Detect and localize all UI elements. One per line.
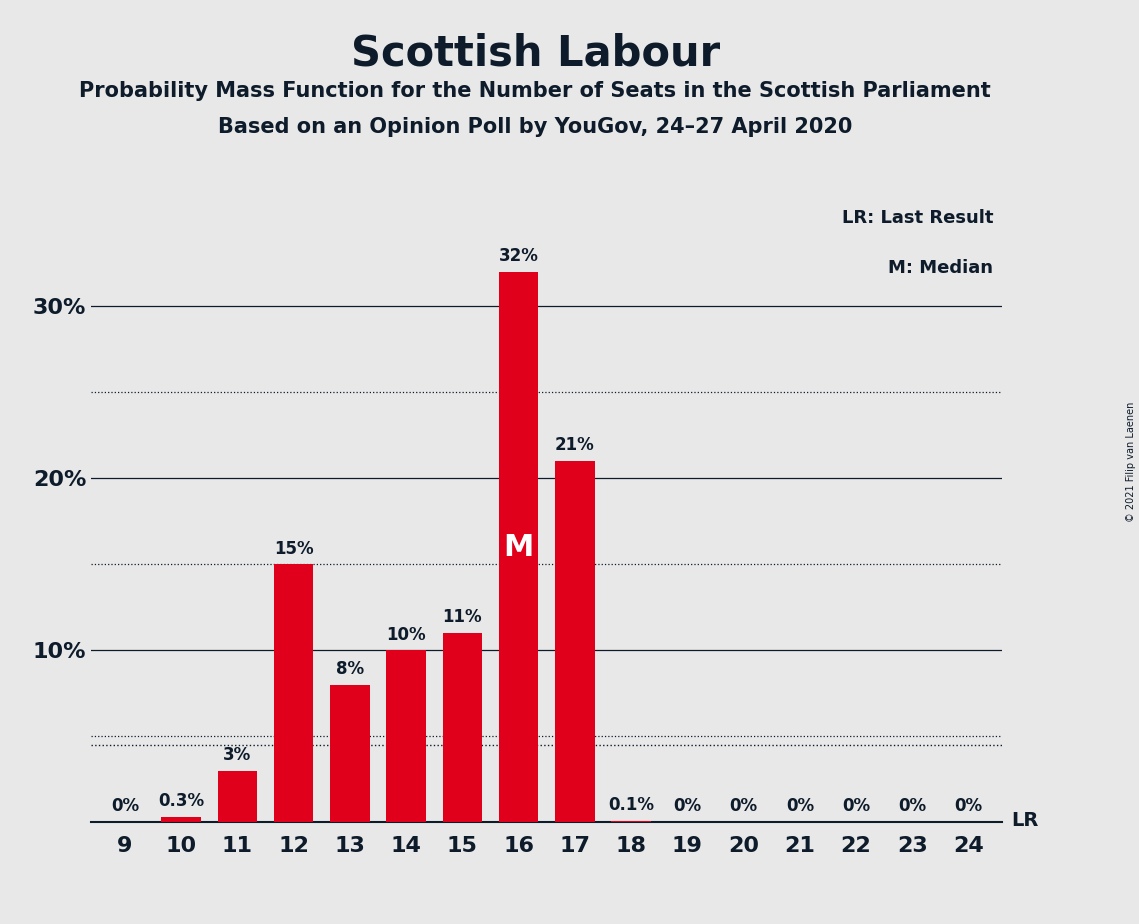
Bar: [330, 685, 369, 822]
Text: 0%: 0%: [786, 797, 814, 816]
Text: 0%: 0%: [729, 797, 757, 816]
Text: 8%: 8%: [336, 660, 364, 678]
Bar: [499, 272, 539, 822]
Text: 32%: 32%: [499, 248, 539, 265]
Text: Scottish Labour: Scottish Labour: [351, 32, 720, 74]
Text: 11%: 11%: [443, 608, 482, 626]
Text: 0.3%: 0.3%: [158, 792, 204, 810]
Text: Probability Mass Function for the Number of Seats in the Scottish Parliament: Probability Mass Function for the Number…: [80, 81, 991, 102]
Bar: [218, 771, 257, 822]
Text: LR: LR: [1011, 810, 1039, 830]
Text: 15%: 15%: [273, 540, 313, 557]
Text: © 2021 Filip van Laenen: © 2021 Filip van Laenen: [1126, 402, 1136, 522]
Text: 0%: 0%: [899, 797, 926, 816]
Text: 21%: 21%: [555, 436, 595, 455]
Text: 0%: 0%: [673, 797, 702, 816]
Bar: [443, 633, 482, 822]
Text: LR: Last Result: LR: Last Result: [842, 210, 993, 227]
Text: Based on an Opinion Poll by YouGov, 24–27 April 2020: Based on an Opinion Poll by YouGov, 24–2…: [219, 117, 852, 138]
Bar: [612, 821, 650, 822]
Text: M: M: [503, 533, 534, 562]
Text: M: Median: M: Median: [888, 259, 993, 277]
Text: 3%: 3%: [223, 746, 252, 764]
Bar: [386, 650, 426, 822]
Text: 0%: 0%: [842, 797, 870, 816]
Text: 0%: 0%: [954, 797, 983, 816]
Bar: [555, 461, 595, 822]
Text: 0.1%: 0.1%: [608, 796, 654, 814]
Text: 0%: 0%: [110, 797, 139, 816]
Bar: [162, 817, 200, 822]
Text: 10%: 10%: [386, 626, 426, 643]
Bar: [273, 565, 313, 822]
